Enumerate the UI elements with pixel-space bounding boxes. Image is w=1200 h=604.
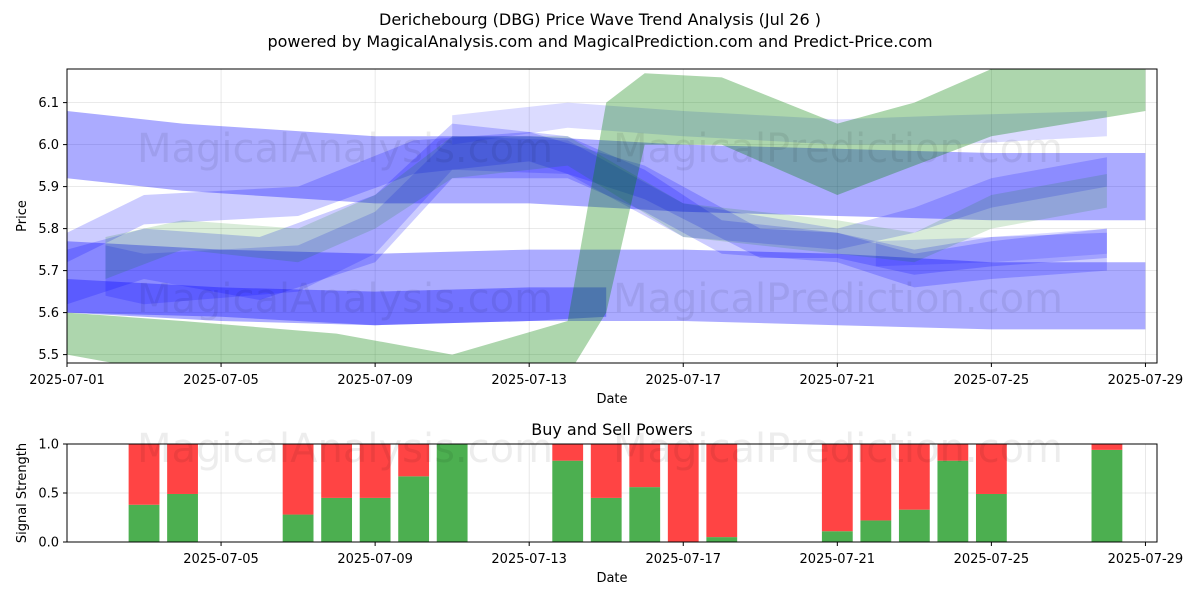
price-panel: MagicalAnalysis.com MagicalPrediction.co…	[15, 68, 1183, 407]
watermark-left-bottom: MagicalAnalysis.com	[137, 426, 553, 472]
sell-bar	[128, 444, 160, 505]
power-x-tick-label: 2025-07-29	[1108, 552, 1184, 567]
price-y-tick-label: 5.6	[38, 306, 59, 321]
sell-bar	[590, 444, 622, 498]
buy-bar	[436, 444, 468, 542]
price-y-ticks: 5.5 5.6 5.7 5.8 5.9 6.0 6.1	[38, 96, 67, 363]
buy-bar	[629, 487, 661, 542]
power-x-tick-label: 2025-07-25	[954, 552, 1030, 567]
price-x-tick-label: 2025-07-25	[954, 373, 1030, 388]
sell-bar	[282, 444, 314, 515]
price-axes-frame	[66, 68, 1158, 364]
price-y-tick-label: 6.0	[38, 138, 59, 153]
power-x-label: Date	[596, 571, 627, 586]
power-x-tick-label: 2025-07-09	[337, 552, 413, 567]
price-x-tick-label: 2025-07-01	[29, 373, 105, 388]
price-band-green	[67, 69, 1146, 363]
price-band-blue	[452, 102, 1107, 145]
price-x-tick-label: 2025-07-13	[491, 373, 567, 388]
price-band-green	[105, 136, 1107, 279]
price-x-label: Date	[596, 392, 627, 407]
watermark-right-top: MagicalPrediction.com	[613, 126, 1063, 172]
chart-subtitle: powered by MagicalAnalysis.com and Magic…	[267, 32, 932, 51]
watermark-left-top: MagicalAnalysis.com	[137, 126, 553, 172]
buy-bar	[167, 493, 198, 542]
price-y-tick-label: 6.1	[38, 96, 59, 111]
buy-bar	[128, 504, 160, 542]
buy-bar	[975, 493, 1007, 542]
buy-bar	[321, 497, 353, 542]
sell-bar	[706, 444, 738, 538]
sell-bar	[937, 444, 969, 461]
price-x-tick-label: 2025-07-17	[645, 373, 721, 388]
sell-bar	[398, 444, 430, 477]
price-x-tick-label: 2025-07-09	[337, 373, 413, 388]
buy-bar	[398, 476, 430, 542]
power-bars	[128, 444, 1123, 542]
power-x-ticks: 2025-07-05 2025-07-09 2025-07-13 2025-07-17…	[183, 542, 1183, 567]
price-x-tick-label: 2025-07-29	[1108, 373, 1184, 388]
sell-bar	[860, 444, 892, 521]
sell-bar	[1091, 444, 1123, 450]
power-y-ticks: 0.0 0.5 1.0	[38, 438, 67, 551]
buy-bar	[359, 497, 391, 542]
price-x-tick-label: 2025-07-05	[183, 373, 259, 388]
power-y-tick-label: 0.0	[38, 536, 59, 551]
watermark-right-mid: MagicalPrediction.com	[613, 276, 1063, 322]
power-x-tick-label: 2025-07-17	[645, 552, 721, 567]
price-bands	[67, 69, 1146, 363]
price-band-blue	[67, 111, 1146, 221]
price-band-blue	[67, 132, 1107, 275]
sell-bar	[821, 444, 853, 532]
price-x-tick-label: 2025-07-21	[800, 373, 876, 388]
power-y-tick-label: 0.5	[38, 487, 59, 502]
buy-bar	[706, 537, 738, 542]
price-y-label: Price	[15, 200, 30, 232]
sell-bar	[359, 444, 391, 498]
watermark-left-mid: MagicalAnalysis.com	[137, 276, 553, 322]
buy-bar	[860, 520, 892, 542]
price-band-blue	[67, 123, 1107, 305]
power-title: Buy and Sell Powers	[531, 420, 693, 439]
power-y-tick-label: 1.0	[38, 438, 59, 453]
sell-bar	[552, 444, 584, 461]
sell-bar	[898, 444, 930, 510]
price-x-ticks: 2025-07-01 2025-07-05 2025-07-09 2025-07-13…	[29, 363, 1183, 388]
price-band-blue	[875, 228, 1107, 267]
price-y-tick-label: 5.7	[38, 264, 59, 279]
buy-bar	[821, 531, 853, 542]
buy-bar	[937, 460, 969, 542]
watermark-right-bottom: MagicalPrediction.com	[613, 426, 1063, 472]
price-y-tick-label: 5.9	[38, 180, 59, 195]
power-x-tick-label: 2025-07-05	[183, 552, 259, 567]
sell-bar	[321, 444, 353, 498]
power-x-tick-label: 2025-07-21	[800, 552, 876, 567]
price-y-tick-label: 5.8	[38, 222, 59, 237]
buy-bar	[590, 497, 622, 542]
buy-bar	[552, 460, 584, 542]
chart-title: Derichebourg (DBG) Price Wave Trend Anal…	[379, 10, 821, 29]
buy-bar	[282, 514, 314, 542]
power-x-tick-label: 2025-07-13	[491, 552, 567, 567]
sell-bar	[667, 444, 699, 542]
price-band-blue	[67, 279, 607, 326]
price-grid	[66, 69, 1157, 363]
price-band-blue	[105, 136, 1107, 305]
power-y-label: Signal Strength	[15, 443, 30, 543]
price-band-blue	[67, 241, 1146, 330]
buy-bar	[898, 509, 930, 542]
power-panel: Buy and Sell Powers MagicalAnalysis.com …	[15, 420, 1183, 586]
sell-bar	[975, 444, 1007, 494]
price-y-tick-label: 5.5	[38, 348, 59, 363]
buy-bar	[1091, 449, 1123, 542]
sell-bar	[629, 444, 661, 488]
sell-bar	[167, 444, 198, 494]
